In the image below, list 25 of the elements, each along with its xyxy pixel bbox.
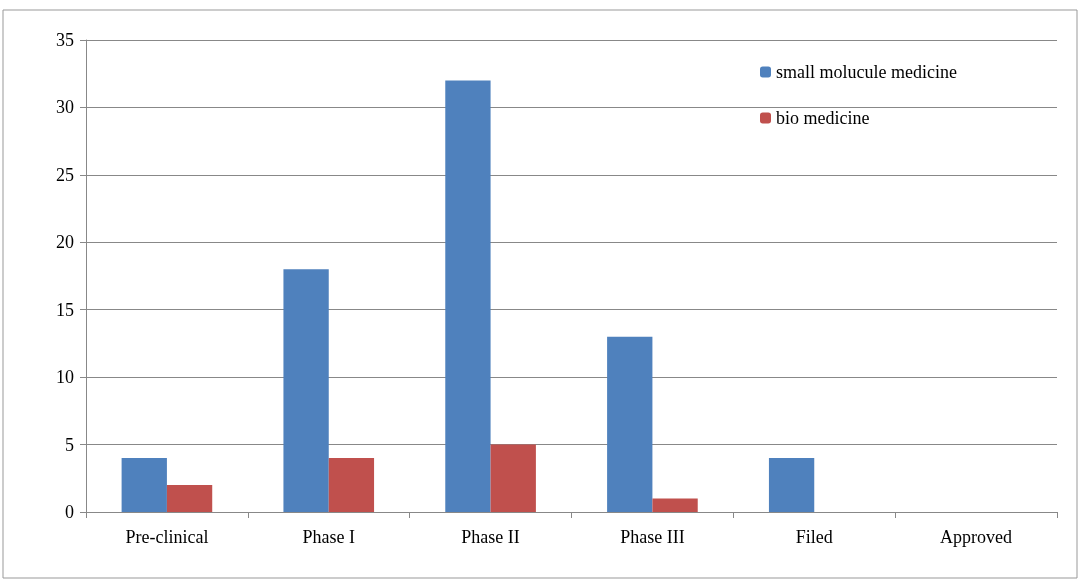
- legend-label: bio medicine: [776, 108, 870, 128]
- y-tick-label: 25: [56, 164, 74, 185]
- bar: [283, 269, 329, 512]
- x-tick-label: Approved: [940, 527, 1013, 547]
- y-tick-label: 30: [56, 97, 74, 118]
- bar: [445, 80, 491, 512]
- bar: [768, 458, 815, 512]
- y-tick-label: 5: [65, 434, 74, 455]
- x-tick-label: Phase I: [302, 527, 355, 547]
- legend-label: small molucule medicine: [776, 62, 957, 82]
- y-tick-label: 10: [56, 367, 74, 388]
- y-tick-label: 35: [56, 30, 74, 50]
- x-tick-label: Filed: [795, 527, 833, 547]
- bar: [652, 498, 698, 512]
- y-tick-label: 0: [65, 502, 74, 522]
- x-tick-label: Phase II: [461, 527, 520, 547]
- bar: [121, 458, 167, 512]
- x-tick-label: Phase III: [620, 527, 685, 547]
- bar: [607, 336, 653, 512]
- bar: [328, 458, 375, 512]
- y-tick-label: 15: [56, 299, 74, 320]
- bar: [166, 485, 213, 512]
- bar: [490, 444, 536, 512]
- x-tick-label: Pre-clinical: [125, 527, 209, 547]
- y-tick-label: 20: [56, 232, 74, 253]
